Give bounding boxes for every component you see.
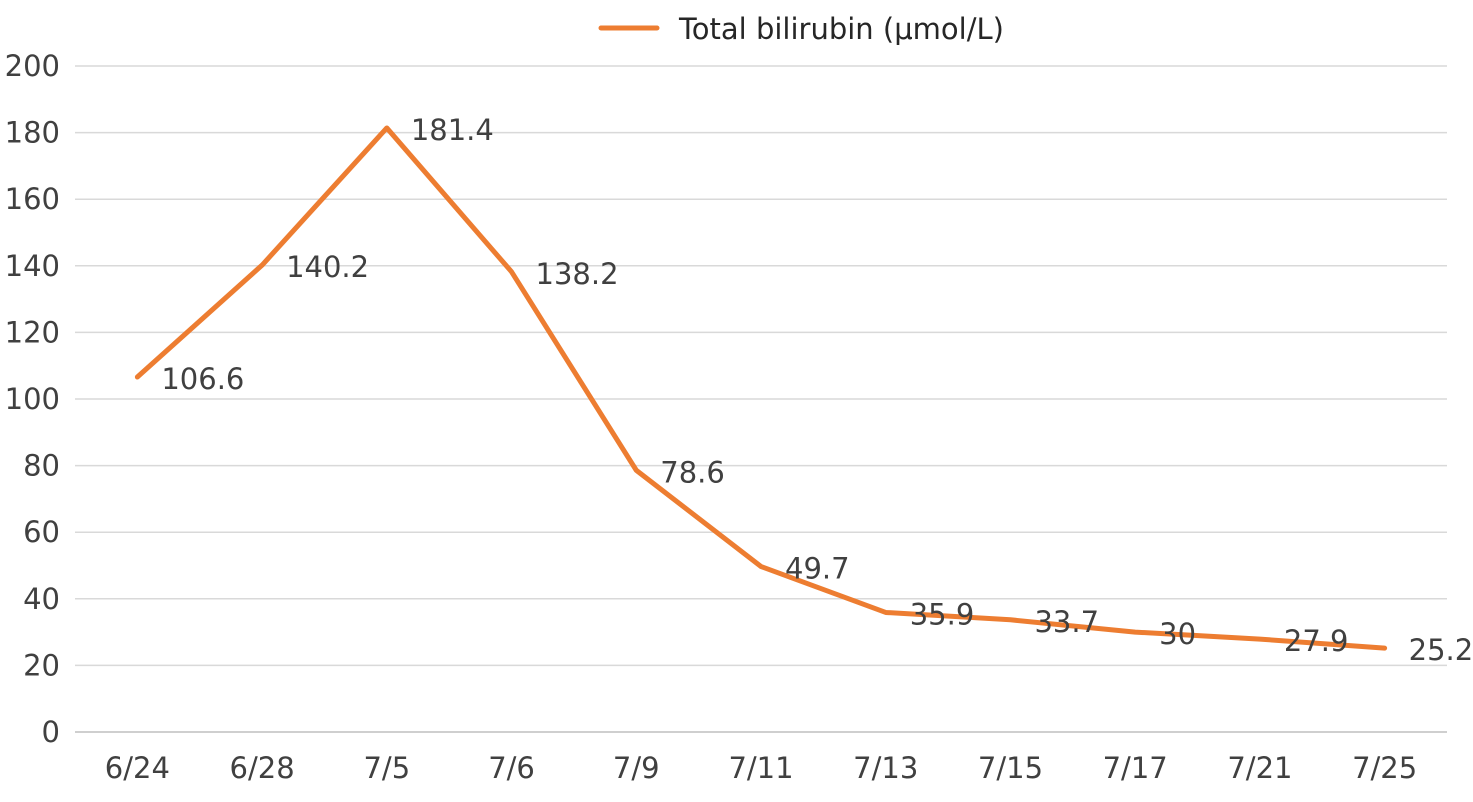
x-tick-label: 6/24 [105,751,170,785]
data-label: 33.7 [1034,605,1099,639]
data-label: 30 [1159,617,1196,651]
x-tick-label: 7/9 [613,751,660,785]
series-layer [134,125,1388,651]
data-label: 181.4 [411,113,494,147]
legend: Total bilirubin (μmol/L) [598,12,1004,46]
data-label: 138.2 [536,257,619,291]
y-tick-label: 0 [42,715,60,749]
data-label: 140.2 [286,250,369,284]
x-axis-tick-labels: 6/24 6/28 7/5 7/6 7/9 7/11 7/13 7/15 7/17 7/21 7/2… [105,751,1417,785]
y-tick-label: 160 [5,182,60,216]
y-axis-tick-labels: 0 20 40 60 80 100 120 140 160 180 200 [5,49,60,749]
data-label: 27.9 [1284,624,1349,658]
data-label: 78.6 [660,455,725,489]
x-tick-label: 7/11 [728,751,793,785]
series-line [134,125,1388,651]
x-tick-label: 7/5 [363,751,410,785]
x-tick-label: 7/17 [1103,751,1168,785]
y-tick-label: 60 [23,515,60,549]
y-tick-label: 140 [5,249,60,283]
data-label: 106.6 [161,362,244,396]
data-labels: 106.6 140.2 181.4 138.2 78.6 49.7 35.9 33.7 30 27… [161,113,1473,667]
y-tick-label: 200 [5,49,60,83]
x-tick-label: 7/25 [1352,751,1417,785]
x-tick-label: 7/6 [488,751,535,785]
x-tick-label: 6/28 [230,751,295,785]
y-tick-label: 100 [5,382,60,416]
data-label: 49.7 [785,551,850,585]
y-tick-label: 20 [23,648,60,682]
y-tick-label: 180 [5,116,60,150]
data-label: 25.2 [1409,633,1473,667]
legend-label: Total bilirubin (μmol/L) [678,12,1004,46]
gridlines [75,65,1447,733]
y-tick-label: 40 [23,582,60,616]
x-tick-label: 7/13 [853,751,918,785]
y-tick-label: 120 [5,315,60,349]
x-tick-label: 7/15 [978,751,1043,785]
data-label: 35.9 [910,597,975,631]
x-tick-label: 7/21 [1227,751,1292,785]
y-tick-label: 80 [23,449,60,483]
